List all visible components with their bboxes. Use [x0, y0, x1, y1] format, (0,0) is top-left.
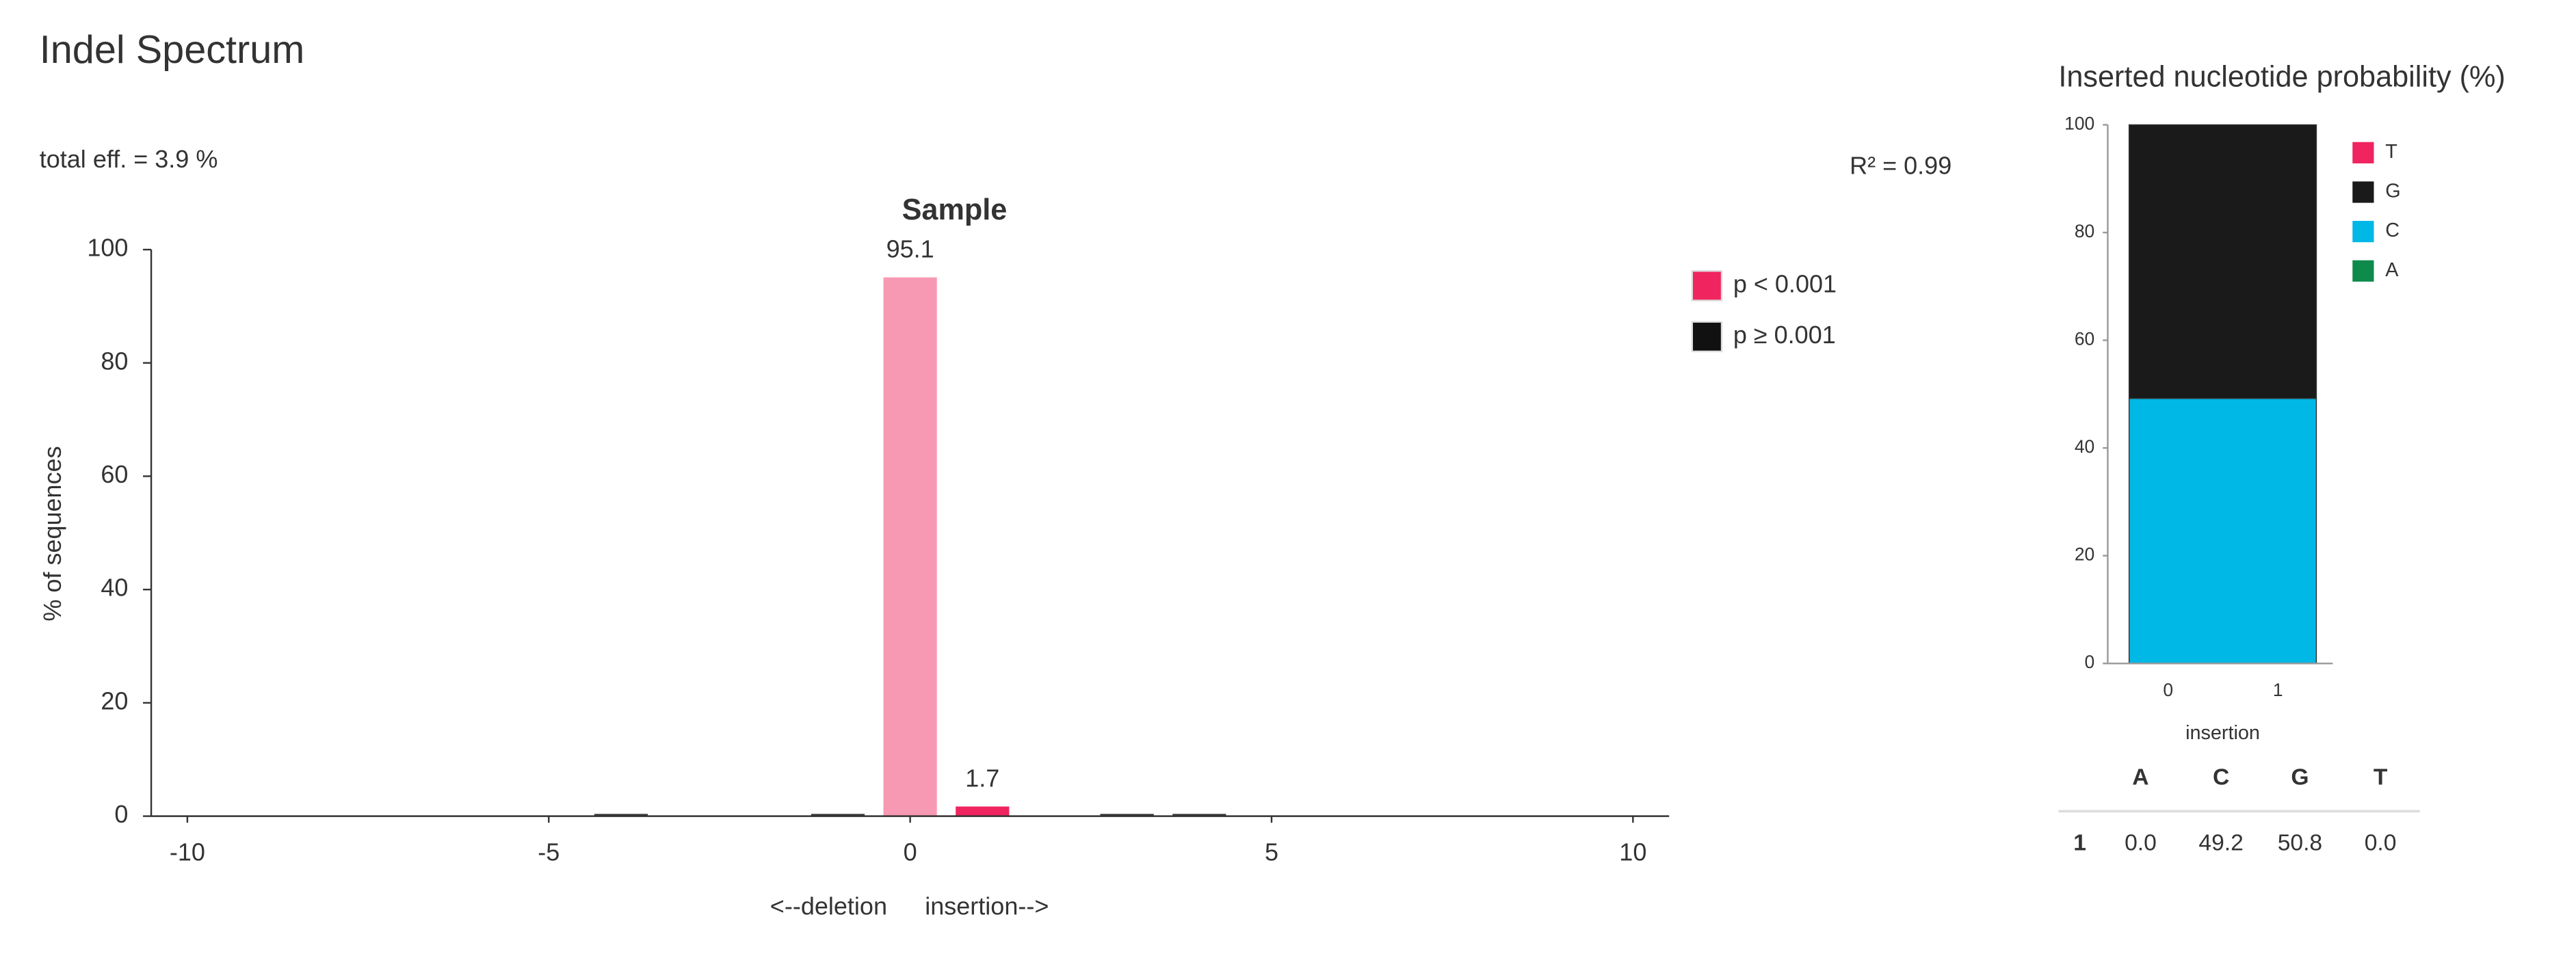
y-tick-label: 60 — [101, 460, 128, 488]
x-tick-label: 0 — [2163, 680, 2173, 700]
x-axis-label: insertion--> — [925, 892, 1049, 920]
x-tick-label: 0 — [904, 838, 917, 866]
bar — [956, 806, 1010, 816]
bar — [1100, 814, 1154, 816]
y-tick-label: 20 — [101, 686, 128, 715]
legend-label: p < 0.001 — [1733, 269, 1837, 297]
table-header: A — [2132, 764, 2148, 790]
bar-segment — [2128, 397, 2317, 664]
legend-swatch — [2352, 181, 2374, 203]
x-tick-label: 10 — [1619, 838, 1646, 866]
table-row-label: 1 — [2073, 830, 2086, 855]
y-tick-label: 60 — [2075, 329, 2094, 349]
x-tick-label: 5 — [1265, 838, 1278, 866]
table-cell: 0.0 — [2365, 830, 2397, 855]
x-tick-label: 1 — [2273, 680, 2283, 700]
annotation: total eff. = 3.9 % — [40, 145, 218, 173]
x-axis-label: insertion — [2185, 722, 2260, 744]
table-header: C — [2213, 764, 2229, 790]
legend-label: C — [2385, 219, 2400, 241]
chart-title: Inserted nucleotide probability (%) — [2058, 61, 2505, 94]
x-axis-label: <--deletion — [770, 892, 887, 920]
table-cell: 50.8 — [2278, 830, 2322, 855]
data-label: 95.1 — [886, 235, 934, 263]
table-header: G — [2291, 764, 2309, 790]
annotation: R² = 0.99 — [1850, 151, 1951, 179]
x-tick-label: -5 — [538, 838, 560, 866]
bar — [811, 814, 865, 816]
y-tick-label: 40 — [101, 574, 128, 602]
y-tick-label: 100 — [2064, 113, 2094, 133]
page-title: Indel Spectrum — [40, 28, 305, 72]
y-tick-label: 80 — [2075, 221, 2094, 241]
y-axis-label: % of sequences — [38, 446, 66, 621]
table-header: T — [2374, 764, 2388, 790]
chart-title: Sample — [902, 194, 1008, 226]
x-tick-label: -10 — [170, 838, 205, 866]
y-tick-label: 0 — [2085, 652, 2095, 672]
legend-label: G — [2385, 181, 2400, 202]
y-tick-label: 40 — [2075, 436, 2094, 457]
table-cell: 49.2 — [2198, 830, 2243, 855]
y-tick-label: 20 — [2075, 544, 2094, 565]
legend-swatch — [1691, 270, 1723, 302]
legend-swatch — [2352, 260, 2374, 282]
bar — [883, 277, 937, 816]
legend-label: p ≥ 0.001 — [1733, 321, 1836, 349]
legend-swatch — [2352, 221, 2374, 243]
y-tick-label: 80 — [101, 347, 128, 375]
legend-label: A — [2385, 259, 2399, 281]
data-label: 1.7 — [965, 764, 999, 792]
bar — [594, 814, 648, 816]
bar-segment — [2128, 124, 2317, 399]
y-tick-label: 100 — [87, 234, 128, 262]
table-cell: 0.0 — [2125, 830, 2157, 855]
legend-swatch — [2352, 142, 2374, 163]
legend-label: T — [2385, 141, 2397, 163]
y-tick-label: 0 — [114, 800, 128, 828]
legend-swatch — [1691, 321, 1723, 353]
bar — [1172, 814, 1226, 816]
